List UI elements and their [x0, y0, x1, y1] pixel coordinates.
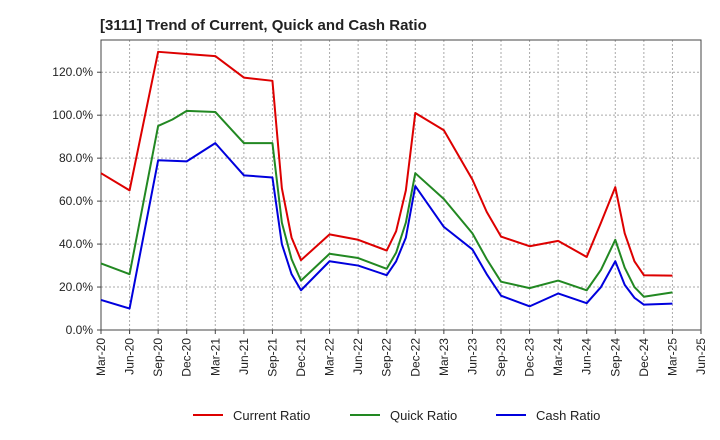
y-tick-label: 60.0%: [59, 194, 93, 208]
x-tick-label: Dec-23: [523, 338, 537, 377]
x-tick-label: Jun-22: [351, 338, 365, 375]
legend-label-cash-ratio: Cash Ratio: [536, 408, 600, 423]
y-tick-label: 80.0%: [59, 151, 93, 165]
x-tick-label: Mar-23: [437, 338, 451, 376]
legend: Current Ratio Quick Ratio Cash Ratio: [193, 408, 600, 423]
x-tick-label: Mar-22: [323, 338, 337, 376]
x-tick-label: Mar-24: [551, 338, 565, 376]
x-tick-label: Mar-20: [94, 338, 108, 376]
x-tick-label: Jun-24: [580, 338, 594, 375]
x-tick-label: Sep-20: [151, 338, 165, 377]
x-tick-label: Jun-20: [123, 338, 137, 375]
y-tick-label: 40.0%: [59, 237, 93, 251]
x-tick-label: Dec-22: [408, 338, 422, 377]
series-layer: [100, 50, 673, 310]
grid-layer: [101, 40, 701, 330]
y-tick-label: 0.0%: [66, 323, 94, 337]
y-tick-label: 20.0%: [59, 280, 93, 294]
x-tick-label: Jun-21: [237, 338, 251, 375]
x-tick-label: Jun-25: [694, 338, 708, 375]
quick-ratio-line: [100, 109, 673, 298]
axis-layer: 0.0% 20.0% 40.0% 60.0% 80.0% 100.0% 120.0% Mar-…: [52, 39, 708, 377]
x-tick-label: Dec-21: [294, 338, 308, 377]
x-tick-label: Mar-25: [665, 338, 679, 376]
x-tick-label: Sep-21: [265, 338, 279, 377]
legend-label-quick-ratio: Quick Ratio: [390, 408, 457, 423]
current-ratio-line: [100, 50, 673, 277]
y-tick-label: 120.0%: [52, 65, 93, 79]
legend-label-current-ratio: Current Ratio: [233, 408, 310, 423]
x-tick-label: Dec-24: [637, 338, 651, 377]
y-tick-label: 100.0%: [52, 108, 93, 122]
x-tick-label: Sep-23: [494, 338, 508, 377]
x-tick-label: Mar-21: [208, 338, 222, 376]
chart-title: [3111] Trend of Current, Quick and Cash …: [100, 17, 427, 34]
plot-frame: [100, 39, 702, 331]
x-tick-label: Sep-24: [608, 338, 622, 377]
x-tick-label: Dec-20: [180, 338, 194, 377]
cash-ratio-line: [100, 142, 673, 310]
x-tick-label: Sep-22: [380, 338, 394, 377]
x-tick-label: Jun-23: [465, 338, 479, 375]
